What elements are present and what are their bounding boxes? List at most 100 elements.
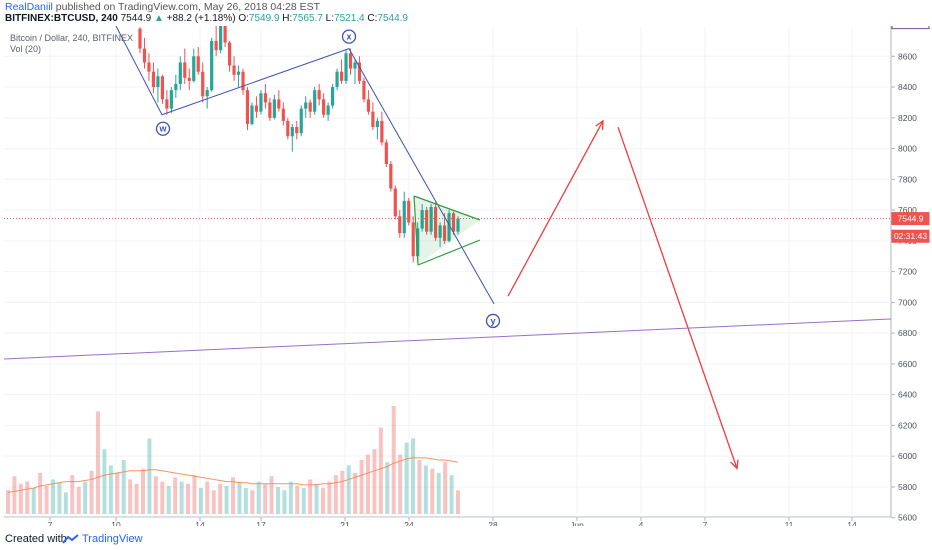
candle-body bbox=[456, 218, 460, 232]
volume-bar bbox=[18, 483, 23, 514]
volume-bar bbox=[134, 483, 139, 514]
wave-label-circle bbox=[341, 29, 357, 44]
candle-body bbox=[277, 99, 281, 109]
volume-bar bbox=[321, 488, 325, 514]
triangle-upper-line bbox=[413, 195, 481, 221]
volume-bar bbox=[443, 462, 448, 514]
volume-bar bbox=[147, 438, 152, 514]
volume-bar bbox=[423, 465, 428, 514]
candle-body bbox=[263, 93, 268, 103]
wave-label: w bbox=[158, 124, 167, 134]
volume-bar bbox=[211, 490, 216, 514]
volume-bar bbox=[205, 481, 210, 514]
volume-bar bbox=[224, 485, 229, 514]
published-text: published on TradingView.com, May 26, 20… bbox=[55, 1, 321, 13]
volume-bar bbox=[231, 477, 235, 514]
symbol-label: BITFINEX:BTCUSD, 240 bbox=[5, 13, 118, 24]
y-tick-label: 8600 bbox=[898, 51, 917, 61]
y-tick-label: 7200 bbox=[898, 267, 917, 277]
price-tag-label: 7544.9 bbox=[898, 214, 924, 224]
projection-arrow-down-head bbox=[730, 459, 739, 470]
volume-bar bbox=[153, 476, 158, 514]
tradingview-brand[interactable]: TradingView bbox=[82, 533, 143, 545]
candle-body bbox=[447, 213, 451, 241]
x-tick-label: 28 bbox=[488, 520, 498, 526]
x-tick-label: 7 bbox=[703, 520, 708, 526]
volume-bar bbox=[166, 485, 171, 514]
time-axis: 7 10 14 17 21 24 28 Jun 4 7 11 14 bbox=[48, 517, 857, 526]
x-tick-label: 21 bbox=[340, 520, 350, 526]
series-title: Bitcoin / Dollar, 240, BITFINEX bbox=[10, 33, 134, 43]
chart-grid bbox=[4, 26, 892, 519]
price-tag-label: 8818.9 bbox=[898, 26, 924, 28]
volume-bar bbox=[31, 488, 36, 514]
candle-body bbox=[196, 56, 200, 72]
volume-bar bbox=[295, 485, 300, 514]
candle-body bbox=[380, 120, 384, 143]
candle-body bbox=[142, 48, 147, 63]
volume-bar bbox=[353, 472, 358, 514]
candle-body bbox=[192, 56, 196, 81]
candle-body bbox=[147, 62, 151, 72]
candle-body bbox=[187, 77, 191, 81]
candle-body bbox=[174, 83, 178, 91]
volume-bar bbox=[378, 427, 383, 514]
volume-bar bbox=[301, 488, 306, 514]
volume-bar bbox=[314, 483, 319, 514]
candle-body bbox=[272, 99, 276, 118]
candle-body bbox=[151, 71, 156, 88]
volume-bar bbox=[237, 481, 242, 514]
candle-body bbox=[353, 62, 357, 69]
volume-bar bbox=[218, 483, 223, 514]
volume-bar bbox=[108, 465, 113, 514]
y-tick-label: 5600 bbox=[898, 513, 917, 523]
triangle-base-line bbox=[413, 195, 419, 266]
candle-body bbox=[210, 40, 214, 91]
high-label: H: bbox=[282, 13, 293, 24]
y-tick-label: 5800 bbox=[898, 482, 917, 492]
candle-body bbox=[389, 163, 393, 189]
candle-body bbox=[339, 71, 344, 81]
volume-bar bbox=[282, 490, 287, 514]
candle-body bbox=[425, 210, 429, 232]
footer: Created with TradingView bbox=[0, 526, 932, 550]
x-tick-label: 10 bbox=[111, 520, 121, 526]
candle-body bbox=[335, 71, 339, 88]
candle-body bbox=[304, 102, 308, 109]
y-tick-label: 6800 bbox=[898, 328, 917, 338]
candle-body bbox=[281, 108, 285, 121]
candle-body bbox=[402, 200, 406, 234]
tradingview-logo-icon bbox=[62, 534, 79, 544]
volume-bar bbox=[179, 481, 184, 514]
candle-body bbox=[156, 76, 160, 88]
price-axis: 5600580060006200640066006800700072007400… bbox=[891, 26, 930, 523]
volume-bar bbox=[398, 454, 403, 514]
volume-bar bbox=[63, 492, 68, 514]
candle-body bbox=[138, 28, 142, 49]
volume-bar bbox=[102, 449, 107, 514]
volume-bar bbox=[96, 411, 100, 514]
volume-bar bbox=[6, 490, 10, 514]
price-tag bbox=[891, 26, 930, 30]
price-tag-label: 02:31:43 bbox=[894, 231, 927, 241]
price-chart[interactable]: w x y 5600 5800 6000 6200 6400 6600 6800 7000 7200… bbox=[0, 26, 932, 526]
volume-bar bbox=[128, 479, 133, 514]
author-link[interactable]: RealDaniil bbox=[5, 1, 53, 13]
volume-bar bbox=[51, 479, 55, 514]
candle-body bbox=[178, 62, 182, 84]
candle-body bbox=[375, 120, 379, 128]
y-tick-label: 8400 bbox=[898, 82, 917, 92]
projection-arrow-up-head bbox=[595, 119, 604, 130]
candle-body bbox=[317, 90, 321, 100]
candle-body bbox=[250, 105, 254, 124]
volume-bar bbox=[121, 460, 126, 514]
candle-body bbox=[205, 90, 209, 97]
candle-body bbox=[407, 200, 411, 223]
projection-arrow-up bbox=[507, 120, 604, 297]
volume-bar bbox=[359, 460, 364, 514]
candle-body bbox=[241, 71, 245, 91]
candle-body bbox=[259, 93, 263, 112]
candle-body bbox=[330, 87, 335, 106]
candle-body bbox=[366, 99, 371, 112]
volume-bar bbox=[366, 454, 370, 514]
